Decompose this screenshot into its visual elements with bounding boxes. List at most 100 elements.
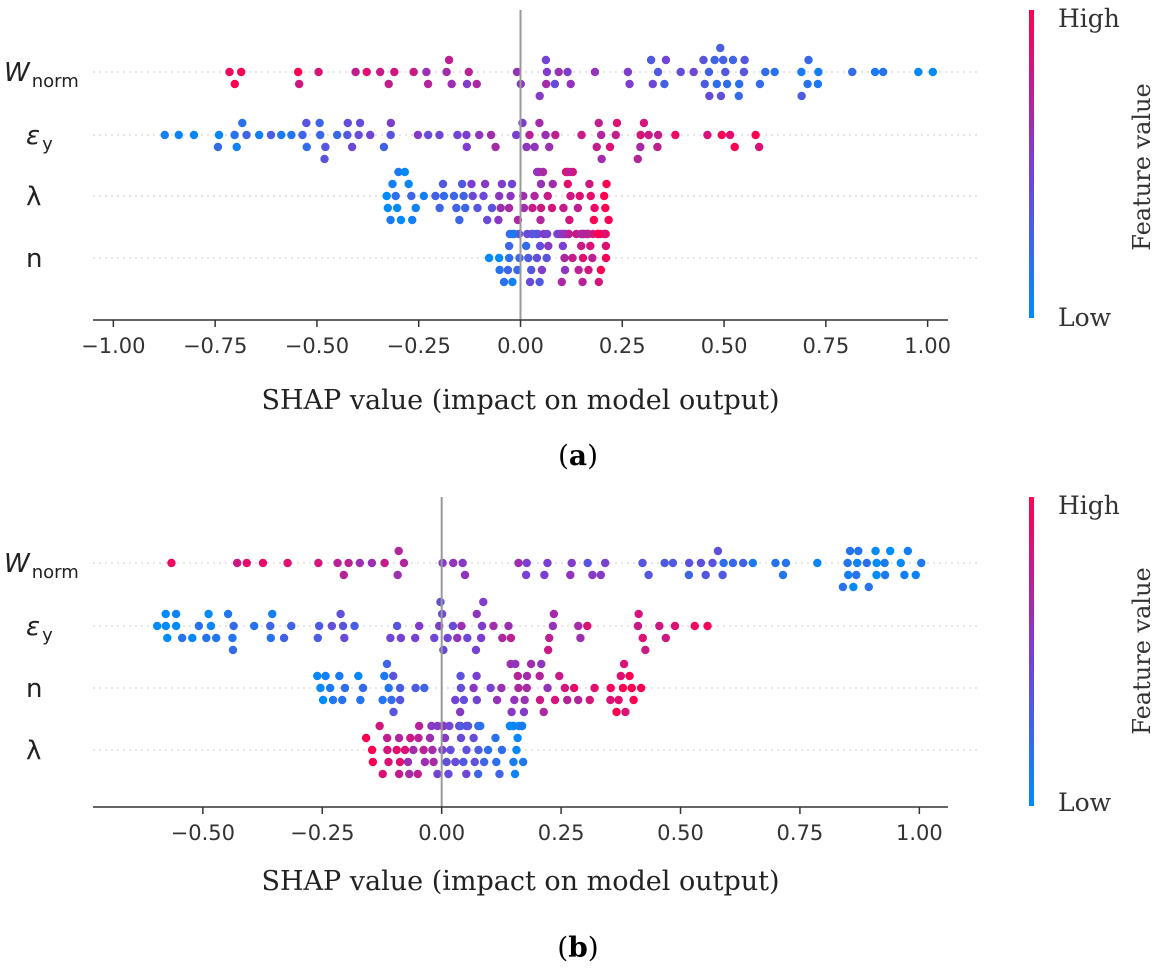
shap-point — [592, 142, 601, 152]
shap-point — [390, 67, 399, 77]
shap-point — [527, 265, 536, 275]
shap-point — [414, 721, 424, 731]
shap-point — [871, 546, 880, 556]
shap-point — [619, 659, 629, 669]
x-tick-label: 0.00 — [497, 334, 544, 358]
shap-point — [710, 55, 719, 65]
shap-point — [336, 609, 345, 619]
shap-point — [634, 609, 643, 619]
shap-point — [504, 253, 514, 263]
shap-point — [558, 241, 568, 251]
shap-point — [211, 633, 221, 643]
shap-point — [646, 55, 656, 65]
shap-point — [383, 745, 392, 755]
shap-point — [575, 191, 584, 201]
shap-point — [528, 203, 537, 213]
shap-point — [228, 633, 237, 643]
shap-point — [487, 203, 497, 213]
shap-point — [367, 558, 377, 568]
shap-point — [425, 733, 435, 743]
shap-point — [611, 130, 620, 140]
shap-point — [266, 130, 276, 140]
shap-point — [599, 191, 609, 201]
shap-point — [266, 633, 275, 643]
shap-point — [614, 695, 623, 705]
shap-point — [229, 621, 238, 631]
shap-point — [597, 154, 606, 164]
shap-point — [573, 695, 583, 705]
shap-point — [453, 130, 462, 140]
shap-point — [708, 558, 717, 568]
shap-point — [314, 558, 323, 568]
shap-point — [391, 191, 400, 201]
shap-point — [325, 683, 335, 693]
shap-point — [548, 621, 558, 631]
shap-point — [444, 769, 453, 779]
shap-point — [449, 191, 459, 201]
shap-point — [914, 67, 923, 77]
shap-point — [588, 253, 597, 263]
shap-point — [525, 130, 534, 140]
shap-point — [459, 757, 468, 767]
shap-point — [486, 683, 495, 693]
shap-point — [844, 570, 853, 580]
shap-point — [456, 671, 465, 681]
shap-point — [596, 130, 606, 140]
shap-point — [539, 707, 548, 717]
shap-point — [167, 558, 176, 568]
shap-point — [431, 191, 440, 201]
shap-point — [242, 558, 251, 568]
shap-point — [653, 142, 662, 152]
shap-point — [314, 621, 324, 631]
panel-label: (a) — [558, 439, 598, 472]
shap-point — [492, 695, 502, 705]
shap-point — [236, 67, 246, 77]
x-tick-label: 0.75 — [802, 334, 849, 358]
shap-point — [538, 167, 548, 177]
shap-point — [462, 745, 471, 755]
shap-point — [356, 695, 365, 705]
shap-point — [625, 79, 634, 89]
shap-point — [472, 695, 482, 705]
shap-point — [535, 241, 545, 251]
shap-point — [530, 191, 539, 201]
shap-point — [347, 142, 357, 152]
shap-point — [524, 253, 533, 263]
shap-point — [428, 745, 437, 755]
shap-point — [238, 118, 247, 128]
shap-point — [530, 142, 539, 152]
shap-point — [302, 118, 311, 128]
shap-point — [459, 191, 468, 201]
shap-point — [378, 769, 387, 779]
shap-point — [518, 757, 528, 767]
shap-point — [427, 721, 436, 731]
shap-point — [605, 142, 615, 152]
colorbar-gradient — [1029, 10, 1034, 318]
shap-point — [541, 55, 551, 65]
shap-point — [497, 745, 507, 755]
shap-point — [623, 67, 633, 77]
shap-point — [332, 130, 342, 140]
shap-point — [499, 277, 509, 287]
panel-letter: a — [569, 439, 587, 472]
shap-point — [551, 130, 560, 140]
shap-point — [232, 558, 242, 568]
shap-point — [439, 191, 449, 201]
shap-point — [648, 79, 658, 89]
shap-point — [590, 67, 600, 77]
shap-point — [885, 546, 895, 556]
shap-point — [512, 67, 522, 77]
shap-point — [366, 130, 375, 140]
shap-point — [797, 91, 806, 101]
shap-point — [320, 154, 329, 164]
shap-point — [405, 769, 414, 779]
shap-point — [689, 67, 698, 77]
shap-point — [583, 621, 592, 631]
shap-point — [521, 570, 531, 580]
shap-point — [384, 683, 393, 693]
shap-point — [568, 253, 577, 263]
shap-point — [504, 241, 514, 251]
shap-point — [351, 67, 360, 77]
x-tick-label: −0.25 — [290, 821, 354, 845]
